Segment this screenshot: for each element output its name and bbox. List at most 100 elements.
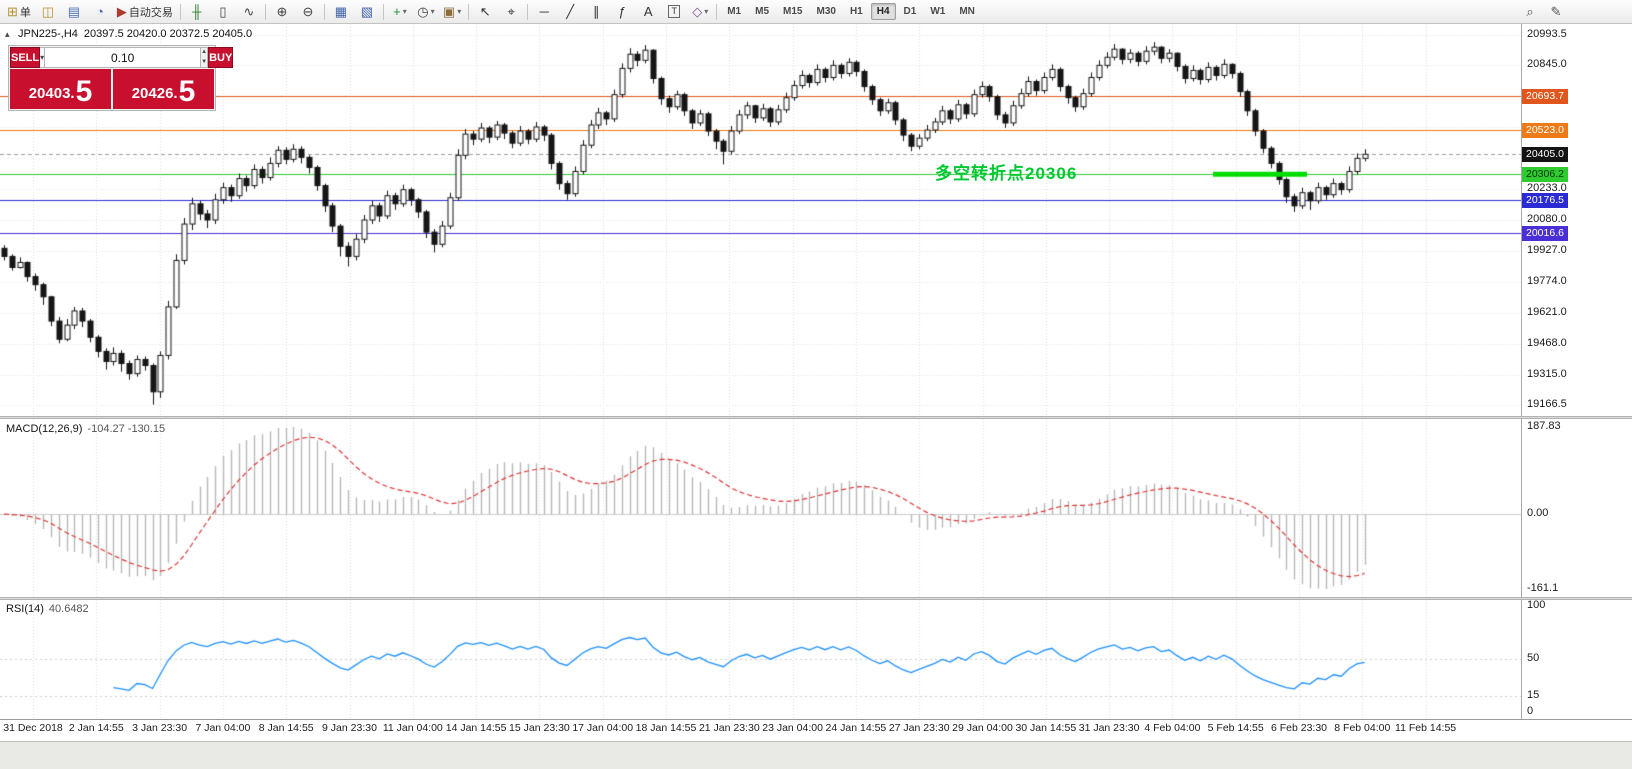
cursor-button[interactable]: ↖: [472, 1, 498, 23]
rsi-title: RSI(14): [6, 603, 44, 615]
chart-annotation-text[interactable]: 多空转折点20306: [935, 164, 1078, 183]
macd-title: MACD(12,26,9): [6, 423, 83, 435]
buy-price-box[interactable]: 20426. 5: [113, 69, 214, 109]
autotrading-icon: ▶: [116, 3, 127, 19]
horizontal-line-icon: ─: [539, 4, 549, 19]
indicators-button-dropdown-icon[interactable]: ▾: [402, 7, 407, 16]
crosshair-icon: ⌖: [507, 3, 515, 19]
data-window-button[interactable]: ◔: [87, 1, 113, 23]
time-axis[interactable]: [0, 719, 1632, 741]
price-axis[interactable]: [1522, 24, 1632, 719]
templates-button-dropdown-icon[interactable]: ▾: [457, 7, 462, 16]
main-chart-canvas[interactable]: [0, 24, 1522, 416]
volume-up-icon[interactable]: ▲: [201, 49, 208, 55]
rsi-value: 40.6482: [48, 603, 89, 615]
candlestick-chart-button[interactable]: ▯: [210, 1, 236, 23]
symbol-info: JPN225-,H4 20397.5 20420.0 20372.5 20405.…: [18, 28, 252, 40]
sell-price-main: 20403.: [28, 85, 75, 102]
periods-icon: ◷: [417, 3, 429, 19]
toolbar-separator: [527, 3, 529, 20]
quick-edit-icon: ✎: [1550, 3, 1562, 19]
price-axis-border: [1521, 24, 1522, 719]
toolbar-button-group: ⊞ 单 ◫ ▤ ◔ ▶ 自动交易 ╫ ▯ ∿ ⊕ ⊖ ▦ ▧ + ▾ ◷ ▾ ▣ ▾ ↖ ⌖ ─ ╱ ∥ ƒ A T ◇ ▾: [3, 0, 720, 24]
toolbar-separator: [716, 3, 718, 20]
one-click-toggle-icon[interactable]: ▴: [5, 29, 10, 39]
toolbar-separator: [382, 3, 384, 20]
new-order-icon: ⊞: [7, 3, 18, 19]
ohlc-values: 20397.5 20420.0 20372.5 20405.0: [83, 28, 253, 40]
volume-stepper[interactable]: ▲ ▼: [200, 47, 209, 68]
indicators-button[interactable]: + ▾: [387, 1, 413, 23]
toolbar-right-group: ⌕ ✎: [1517, 0, 1629, 24]
equidistant-channel-icon: ∥: [592, 3, 600, 19]
fibonacci-icon: ƒ: [618, 4, 626, 19]
timeframe-w1-button[interactable]: W1: [930, 6, 946, 17]
buy-button[interactable]: BUY: [208, 47, 234, 68]
arrows-icon: ◇: [692, 3, 703, 19]
data-window-icon: ◔: [95, 4, 104, 19]
cursor-icon: ↖: [479, 3, 491, 19]
fibonacci-button[interactable]: ƒ: [609, 1, 635, 23]
rsi-label: RSI(14) 40.6482: [6, 603, 89, 615]
periods-button-dropdown-icon[interactable]: ▾: [430, 7, 435, 16]
timeframe-h4-button[interactable]: H4: [870, 3, 896, 20]
volume-down-icon[interactable]: ▼: [201, 58, 208, 65]
macd-values: -104.27 -130.15: [87, 423, 166, 435]
panel-resize-separator[interactable]: [0, 597, 1632, 600]
templates-icon: ▣: [442, 3, 456, 19]
tile-windows-button[interactable]: ▦: [328, 1, 354, 23]
new-order-button[interactable]: ⊞ 单: [3, 1, 35, 23]
horizontal-line-button[interactable]: ─: [531, 1, 557, 23]
buy-price-big: 5: [178, 75, 196, 108]
sell-price-big: 5: [75, 75, 93, 108]
zoom-out-icon: ⊖: [302, 3, 314, 19]
sell-button[interactable]: SELL: [10, 47, 41, 68]
text-label-icon: T: [668, 5, 680, 18]
timeframe-h1-button[interactable]: H1: [849, 6, 863, 17]
crosshair-button[interactable]: ⌖: [498, 1, 524, 23]
volume-input[interactable]: [45, 47, 201, 68]
main-toolbar: ⊞ 单 ◫ ▤ ◔ ▶ 自动交易 ╫ ▯ ∿ ⊕ ⊖ ▦ ▧ + ▾ ◷ ▾ ▣ ▾ ↖ ⌖ ─ ╱ ∥ ƒ A T ◇ ▾ M1 M5 M1…: [0, 0, 1632, 24]
line-chart-button[interactable]: ∿: [236, 1, 262, 23]
timeframe-button-group: M1 M5 M15 M30 H1 H4 D1 W1 MN: [720, 0, 982, 24]
search-button[interactable]: ⌕: [1517, 1, 1543, 23]
text-label-button[interactable]: T: [661, 1, 687, 23]
equidistant-channel-button[interactable]: ∥: [583, 1, 609, 23]
periods-button[interactable]: ◷ ▾: [413, 1, 439, 23]
buy-price-main: 20426.: [131, 85, 178, 102]
symbol-title: JPN225-,H4: [18, 28, 78, 40]
autotrading-button-label: 自动交易: [128, 6, 173, 19]
trendline-button[interactable]: ╱: [557, 1, 583, 23]
cascade-windows-icon: ▧: [360, 3, 374, 19]
quick-edit-button[interactable]: ✎: [1543, 1, 1569, 23]
zoom-in-button[interactable]: ⊕: [269, 1, 295, 23]
arrows-button-dropdown-icon[interactable]: ▾: [704, 7, 709, 16]
candlestick-chart-icon: ▯: [219, 3, 227, 19]
toolbar-separator: [468, 3, 470, 20]
trendline-icon: ╱: [566, 3, 575, 19]
timeframe-m30-button[interactable]: M30: [816, 6, 836, 17]
macd-indicator-canvas[interactable]: [0, 419, 1522, 597]
arrows-button[interactable]: ◇ ▾: [687, 1, 713, 23]
timeframe-mn-button[interactable]: MN: [959, 6, 975, 17]
profiles-button[interactable]: ▤: [61, 1, 87, 23]
timeframe-m5-button[interactable]: M5: [755, 6, 770, 17]
indicators-icon: +: [393, 4, 401, 19]
templates-button[interactable]: ▣ ▾: [439, 1, 465, 23]
timeframe-m15-button[interactable]: M15: [783, 6, 803, 17]
text-button[interactable]: A: [635, 1, 661, 23]
order-options-dropdown[interactable]: ▾: [40, 47, 46, 68]
cascade-windows-button[interactable]: ▧: [354, 1, 380, 23]
bar-chart-button[interactable]: ╫: [184, 1, 210, 23]
timeframe-d1-button[interactable]: D1: [903, 6, 917, 17]
autotrading-button[interactable]: ▶ 自动交易: [113, 1, 177, 23]
one-click-trading-panel: SELL ▾ ▲ ▼ BUY 20403. 5 20426. 5: [8, 45, 234, 111]
zoom-out-button[interactable]: ⊖: [295, 1, 321, 23]
line-chart-icon: ∿: [243, 3, 255, 19]
rsi-indicator-canvas[interactable]: [0, 600, 1522, 719]
timeframe-m1-button[interactable]: M1: [727, 6, 742, 17]
sell-price-box[interactable]: 20403. 5: [10, 69, 111, 109]
chart-window-button[interactable]: ◫: [35, 1, 61, 23]
panel-resize-separator[interactable]: [0, 416, 1632, 419]
search-icon: ⌕: [1526, 3, 1534, 19]
